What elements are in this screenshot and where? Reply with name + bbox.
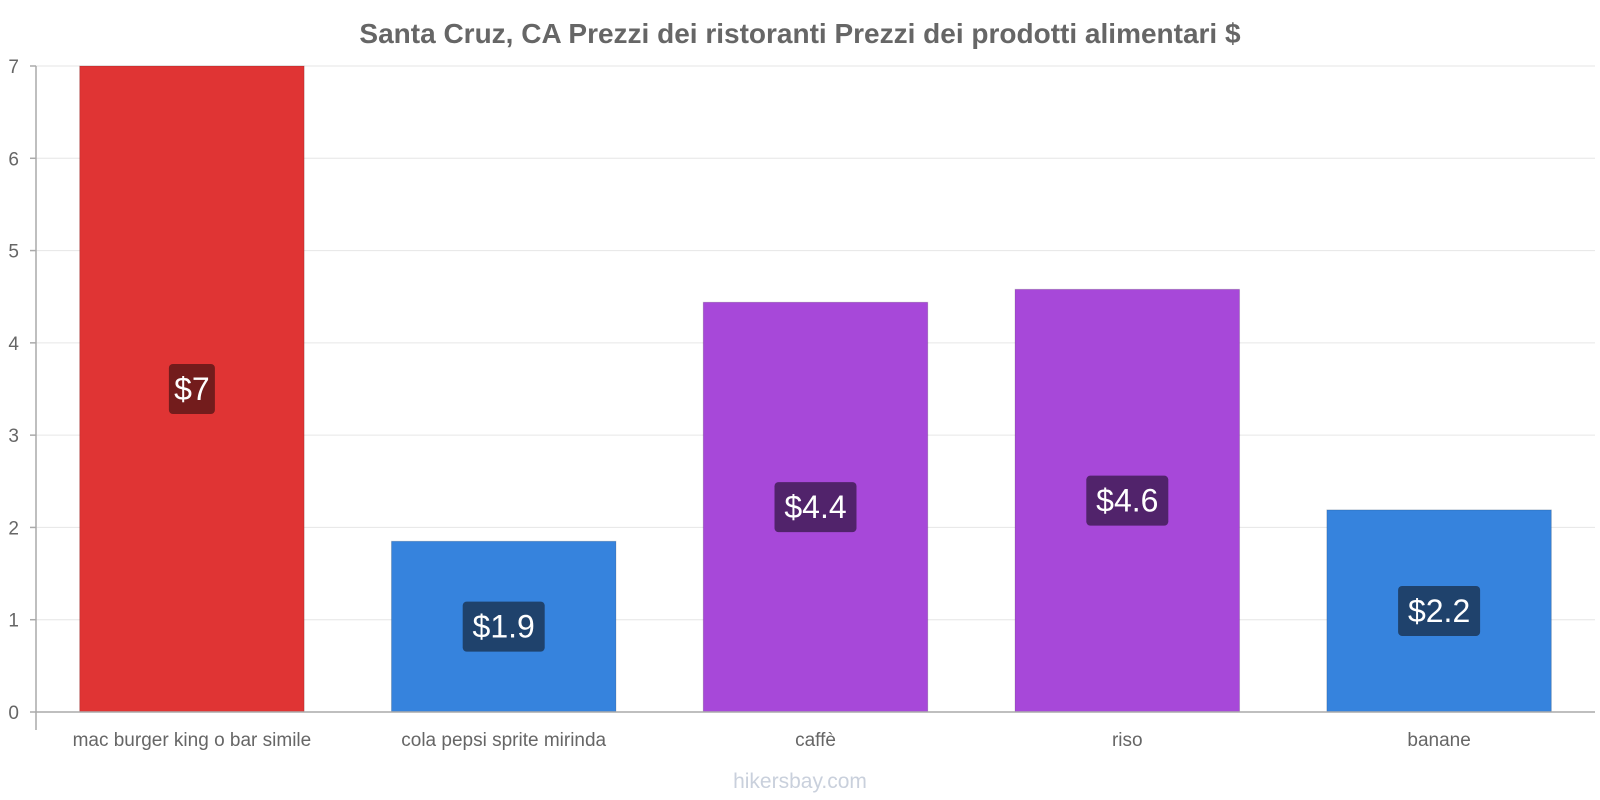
value-label: $4.6 — [1096, 483, 1158, 519]
value-labels: $7 $1.9 $4.4 $4.6 $2.2 — [168, 364, 1481, 652]
bars — [79, 65, 1552, 713]
y-tick-label: 0 — [8, 703, 19, 724]
value-label-background — [462, 601, 545, 652]
category-label: riso — [1112, 730, 1143, 751]
value-label-background — [774, 482, 857, 533]
y-tick-label: 4 — [8, 334, 19, 355]
credit-text: hikersbay.com — [733, 770, 867, 793]
value-label: $7 — [174, 371, 210, 407]
category-label: caffè — [795, 730, 836, 751]
y-tick-label: 5 — [8, 242, 19, 263]
y-axis-ticks: 0 1 2 3 4 5 6 7 — [8, 57, 36, 724]
category-label: banane — [1407, 730, 1470, 751]
chart-title: Santa Cruz, CA Prezzi dei ristoranti Pre… — [359, 18, 1241, 49]
y-tick-label: 2 — [8, 518, 19, 539]
y-tick-label: 7 — [8, 57, 19, 78]
y-tick-label: 6 — [8, 149, 19, 170]
y-tick-label: 3 — [8, 426, 19, 447]
category-labels: mac burger king o bar simile cola pepsi s… — [73, 730, 1471, 751]
category-label: cola pepsi sprite mirinda — [401, 730, 606, 751]
value-label-background — [1398, 585, 1481, 636]
value-label: $1.9 — [473, 609, 535, 645]
value-label-background — [1086, 475, 1169, 526]
category-label: mac burger king o bar simile — [73, 730, 312, 751]
value-label: $4.4 — [784, 489, 846, 525]
value-label: $2.2 — [1408, 593, 1470, 629]
value-label-background — [168, 364, 215, 414]
y-tick-label: 1 — [8, 611, 19, 632]
